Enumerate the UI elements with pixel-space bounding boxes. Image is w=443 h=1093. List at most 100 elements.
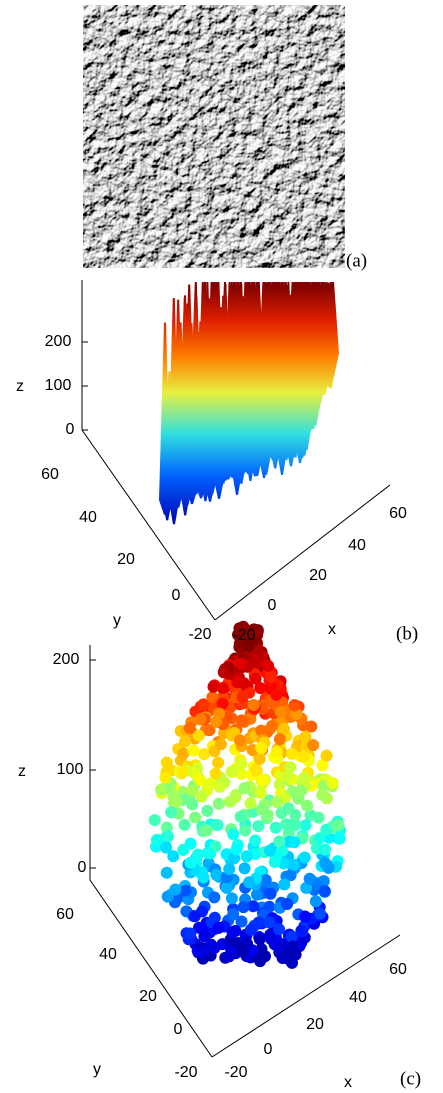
scatter-point [280,818,293,831]
scatter-point [148,814,161,827]
z-tick-label: 200 [53,651,80,668]
scatter-point [186,784,199,797]
surface-spike [258,297,270,478]
scatter-point [333,832,346,845]
scatter-point [244,923,257,936]
panel-label: (a) [346,250,367,271]
scatter-point [235,915,248,928]
scatter-point [249,672,262,685]
scatter-point [270,745,283,758]
scatter-point [159,771,172,784]
scatter-point [214,738,227,751]
surface-spike [168,362,180,525]
scatter-point [274,940,287,953]
surface-spike [195,435,207,499]
scatter-point [167,791,180,804]
scatter-point [236,945,249,958]
scatter-point [252,916,265,929]
surface-spike [294,282,306,464]
scatter-point [273,778,286,791]
scatter-point [192,729,205,742]
scatter-point [225,892,238,905]
scatter-point [216,697,229,710]
scatter-point [299,819,312,832]
scatter-point [255,742,268,754]
surface-spike [285,308,297,467]
y-axis [81,429,216,621]
scatter-point [204,938,217,951]
z-axis-label: z [16,378,24,395]
surface-spike [186,374,198,505]
surface-spike [267,336,279,461]
y-tick-label: 40 [99,946,117,963]
scatter-point [198,748,211,761]
scatter-point [250,765,263,778]
scatter-point [195,790,208,803]
scatter-point [263,844,276,857]
x-tick-label: 60 [389,505,407,522]
x-tick-label: 20 [309,567,327,584]
scatter-point [243,876,256,889]
scatter-point [184,856,197,869]
scatter-point [249,834,262,847]
scatter-point [247,900,260,913]
scatter-point [254,682,267,694]
scatter-point [276,952,289,964]
scatter-point [295,784,308,797]
scatter-point [269,821,282,834]
scatter-point [207,680,220,693]
scatter-point [223,950,235,963]
scatter-point [151,833,163,846]
scatter-point [253,752,266,765]
scatter-point [186,798,199,811]
scatter-point [184,837,197,850]
x-tick-label: 40 [349,989,367,1006]
scatter-point [270,688,283,701]
scatter-point [277,857,290,870]
y-tick-label: 40 [79,509,97,526]
scatter-point [289,819,301,832]
scatter-point [184,927,197,940]
x-tick-label: -20 [232,627,255,644]
scatter-point [251,888,263,901]
x-tick-label: 20 [306,1016,324,1033]
scatter-point [295,924,308,937]
scatter-point [271,796,284,809]
scatter-point [319,857,332,870]
scatter-point [227,908,240,921]
scatter-point [268,856,281,868]
scatter-point [225,765,238,778]
scatter-point [210,715,222,728]
scatter-point [238,677,250,690]
scatter-point [178,818,191,831]
x-axis-label: x [328,621,336,638]
z-tick-label: 0 [78,859,87,876]
panel-label: (c) [400,1068,421,1089]
scatter-point [255,724,268,737]
scatter-point [206,691,219,704]
scatter-point [229,791,242,804]
scatter-point [197,871,210,884]
scatter-point [316,759,329,772]
scatter-point [179,735,191,748]
texture-image [83,5,345,268]
scatter-point [198,930,211,943]
scatter-point [240,850,253,863]
scatter-point [305,720,318,733]
surface-plot [159,282,339,525]
surface-spike [249,411,261,477]
y-tick-label: 60 [41,466,59,483]
x-axis [214,484,391,621]
scatter-point [273,733,286,746]
surface-spike [276,410,288,475]
x-axis-label: x [344,1074,352,1091]
surface-spike [159,322,171,515]
scatter-point [289,808,302,821]
z-tick-label: 100 [57,761,84,778]
y-tick-label: 60 [56,906,74,923]
scatter-point [235,657,248,670]
y-tick-label: 0 [172,587,181,604]
scatter-point [264,928,277,941]
scatter-point [189,811,202,824]
